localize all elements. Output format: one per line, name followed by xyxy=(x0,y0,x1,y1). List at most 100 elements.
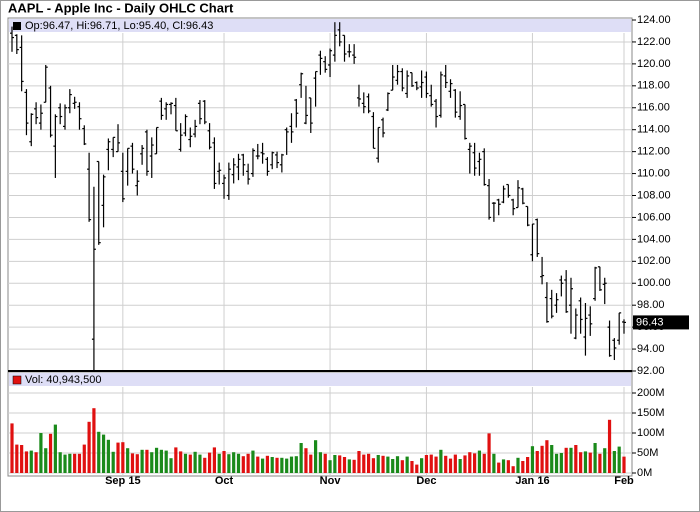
volume-bar xyxy=(68,453,72,473)
volume-bar xyxy=(48,433,53,473)
volume-bar xyxy=(347,459,351,473)
volume-bar xyxy=(492,453,496,473)
volume-bar xyxy=(260,458,265,473)
volume-bar xyxy=(232,452,236,473)
volume-bar xyxy=(588,452,592,473)
volume-bar xyxy=(559,453,563,473)
volume-bar xyxy=(362,454,366,473)
volume-bar xyxy=(275,457,279,473)
volume-tick-label: 150M xyxy=(637,407,665,419)
volume-bar xyxy=(241,456,245,473)
volume-bar xyxy=(126,448,130,473)
volume-bar xyxy=(598,453,602,473)
volume-bar xyxy=(304,448,308,473)
volume-bar xyxy=(58,452,62,473)
volume-bar xyxy=(10,423,14,473)
volume-bar xyxy=(448,458,453,473)
volume-bar xyxy=(130,453,135,473)
y-tick-label: 106.00 xyxy=(637,211,671,223)
volume-bar xyxy=(77,453,82,473)
volume-tick-label: 50M xyxy=(637,447,658,459)
volume-bar xyxy=(44,448,48,473)
volume-bar xyxy=(434,456,438,473)
volume-tick-label: 0M xyxy=(637,467,652,479)
volume-bar xyxy=(535,451,539,473)
volume-bar xyxy=(87,421,91,473)
volume-bar xyxy=(39,433,43,473)
y-tick-label: 122.00 xyxy=(637,36,671,48)
volume-bar xyxy=(227,454,231,473)
volume-bar xyxy=(607,419,612,473)
volume-bar xyxy=(299,443,303,473)
volume-bar xyxy=(415,464,419,473)
y-tick-label: 108.00 xyxy=(637,189,671,201)
volume-bar xyxy=(371,458,376,473)
volume-bar xyxy=(386,456,390,473)
volume-bar xyxy=(516,457,520,473)
x-tick-label: Jan 16 xyxy=(515,475,549,487)
volume-header xyxy=(9,373,631,386)
volume-bar xyxy=(338,455,342,473)
volume-bar xyxy=(24,451,29,473)
volume-bar xyxy=(116,442,120,473)
volume-bar xyxy=(574,445,578,473)
volume-bar xyxy=(150,452,154,473)
volume-bar xyxy=(395,456,400,473)
price-legend: Op:96.47, Hi:96.71, Lo:95.40, Cl:96.43 xyxy=(25,20,213,32)
y-tick-label: 100.00 xyxy=(637,277,671,289)
volume-bar xyxy=(63,454,67,473)
y-tick-label: 104.00 xyxy=(637,233,671,245)
y-tick-label: 116.00 xyxy=(637,102,670,114)
volume-bar xyxy=(468,452,472,473)
volume-bar xyxy=(270,457,274,473)
chart-title: AAPL - Apple Inc - Daily OHLC Chart xyxy=(8,0,234,15)
volume-bar xyxy=(429,454,433,473)
volume-bar xyxy=(328,460,332,473)
y-tick-label: 118.00 xyxy=(637,80,670,92)
volume-bar xyxy=(140,449,144,473)
volume-bar xyxy=(612,451,616,473)
y-tick-label: 94.00 xyxy=(637,343,665,355)
volume-bar xyxy=(82,444,86,473)
volume-bar xyxy=(444,455,448,473)
last-price-tag xyxy=(633,315,689,330)
volume-bar xyxy=(526,457,530,473)
last-price-label: 96.43 xyxy=(636,316,664,328)
volume-bar xyxy=(453,454,457,473)
x-tick-label: Nov xyxy=(320,475,342,487)
volume-bar xyxy=(246,453,250,473)
y-tick-label: 102.00 xyxy=(637,255,671,267)
volume-bar xyxy=(400,460,404,473)
volume-bar xyxy=(183,453,188,473)
y-tick-label: 114.00 xyxy=(637,124,670,136)
volume-bar xyxy=(280,457,284,473)
volume-bar xyxy=(583,451,588,473)
volume-legend: Vol: 40,943,500 xyxy=(25,374,101,386)
volume-bar xyxy=(20,445,24,473)
volume-bar xyxy=(420,458,424,473)
volume-bar xyxy=(92,408,96,473)
volume-bar xyxy=(366,453,371,473)
volume-bar xyxy=(169,458,173,473)
volume-bar xyxy=(323,453,327,473)
volume-bar xyxy=(193,451,197,473)
price-legend-icon xyxy=(13,22,21,30)
volume-bar xyxy=(463,455,467,473)
volume-bar xyxy=(135,454,139,473)
volume-bar xyxy=(497,462,501,473)
marks xyxy=(10,22,626,473)
volume-bar xyxy=(207,452,212,473)
volume-bar xyxy=(111,451,115,473)
volume-bar xyxy=(405,456,409,473)
y-tick-label: 98.00 xyxy=(637,299,665,311)
volume-bar xyxy=(217,453,221,473)
volume-bar xyxy=(376,455,380,473)
volume-bar xyxy=(309,454,313,473)
volume-tick-label: 100M xyxy=(637,427,665,439)
volume-bar xyxy=(352,459,356,473)
volume-bar xyxy=(179,451,183,473)
volume-bar xyxy=(285,458,289,473)
volume-bar xyxy=(473,453,477,473)
volume-bar xyxy=(593,443,597,473)
